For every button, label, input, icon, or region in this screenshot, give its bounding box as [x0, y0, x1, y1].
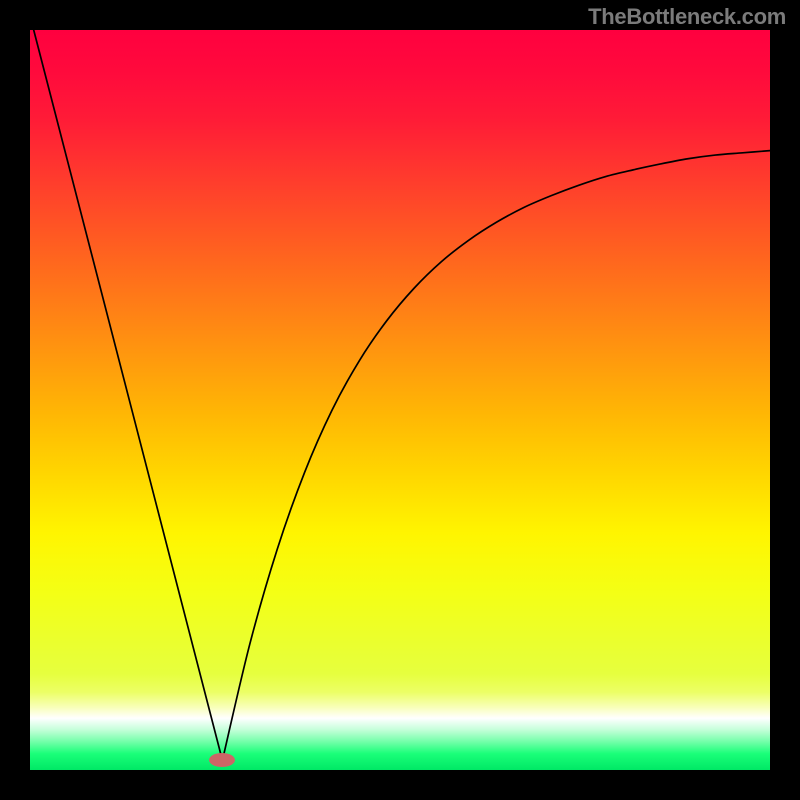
watermark-text: TheBottleneck.com	[588, 4, 786, 30]
vertex-marker	[209, 753, 235, 767]
chart-plot-area	[30, 30, 770, 770]
chart-background	[30, 30, 770, 770]
chart-frame: TheBottleneck.com	[0, 0, 800, 800]
chart-svg	[30, 30, 770, 770]
